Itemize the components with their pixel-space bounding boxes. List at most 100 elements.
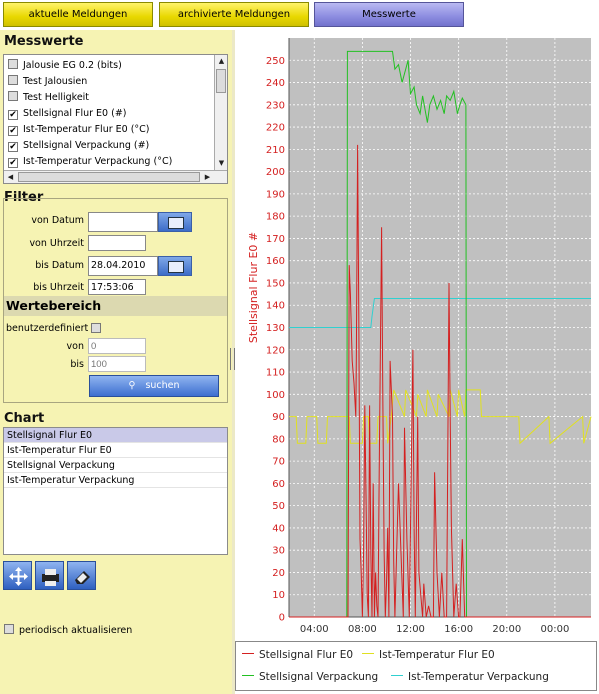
periodic-refresh-label: periodisch aktualisieren: [19, 625, 133, 636]
y-tick-label: 140: [266, 301, 285, 312]
calendar-icon: [168, 217, 184, 229]
scroll-down-arrow-icon[interactable]: ▼: [218, 159, 225, 167]
periodic-refresh-checkbox[interactable]: [4, 624, 14, 634]
y-tick-label: 10: [272, 590, 285, 601]
bis-uhrzeit-label: bis Uhrzeit: [33, 282, 84, 293]
y-tick-label: 230: [266, 100, 285, 111]
suchen-button-label: suchen: [145, 380, 180, 391]
y-tick-label: 110: [266, 368, 285, 379]
left-panel: Messwerte Jalousie EG 0.2 (bits) Test Jal…: [0, 30, 232, 694]
messwerte-item-label: Test Jalousien: [23, 76, 88, 87]
y-tick-label: 30: [272, 546, 285, 557]
filter-title: Filter: [4, 190, 44, 205]
chart-series-list-item[interactable]: Ist-Temperatur Flur E0: [4, 443, 227, 458]
messwerte-item-label: Test Helligkeit: [23, 92, 90, 103]
suchen-button[interactable]: ⚲ suchen: [89, 375, 219, 397]
benutzerdefiniert-checkbox[interactable]: [91, 323, 101, 333]
messwerte-list-item[interactable]: Jalousie EG 0.2 (bits): [8, 58, 122, 73]
scrollbar-thumb[interactable]: [18, 172, 200, 182]
tab-aktuelle-meldungen[interactable]: aktuelle Meldungen: [3, 2, 153, 27]
messwerte-item-label: Jalousie EG 0.2 (bits): [23, 60, 122, 71]
range-bis-input[interactable]: [88, 356, 146, 372]
checkbox[interactable]: [8, 75, 18, 85]
von-uhrzeit-input[interactable]: [88, 235, 146, 251]
legend-item-stellsignal-flur: Stellsignal Flur E0: [242, 649, 353, 661]
chart-series-list[interactable]: Stellsignal Flur E0 Ist-Temperatur Flur E…: [3, 427, 228, 555]
checkbox[interactable]: [8, 59, 18, 69]
y-tick-label: 160: [266, 256, 285, 267]
messwerte-title: Messwerte: [4, 34, 84, 49]
von-label: von: [66, 341, 84, 352]
messwerte-list-item[interactable]: Test Jalousien: [8, 74, 87, 89]
messwerte-list-item[interactable]: ✔ Stellsignal Verpackung (#): [8, 138, 149, 153]
checked-checkbox[interactable]: ✔: [8, 110, 18, 120]
y-tick-label: 120: [266, 345, 285, 356]
messwerte-item-label: Stellsignal Flur E0 (#): [23, 108, 127, 119]
messwerte-item-label: Stellsignal Verpackung (#): [23, 140, 150, 151]
messwerte-list-item[interactable]: Test Helligkeit: [8, 90, 89, 105]
y-tick-label: 40: [272, 523, 285, 534]
legend-swatch: [391, 675, 403, 676]
chart-legend: Stellsignal Flur E0 Ist-Temperatur Flur …: [235, 641, 597, 691]
series-line-stellsignal-verpackung: [289, 50, 591, 618]
y-tick-label: 180: [266, 212, 285, 223]
bis-uhrzeit-input[interactable]: 17:53:06: [88, 279, 146, 295]
line-chart[interactable]: 0 10 20 30 40 50 60 70 80 90 100 110 120 130 140 150 160…: [235, 30, 599, 640]
y-tick-label: 50: [272, 501, 285, 512]
checked-checkbox[interactable]: ✔: [8, 126, 18, 136]
tab-messwerte[interactable]: Messwerte: [314, 2, 464, 27]
messwerte-item-label: Ist-Temperatur Flur E0 (°C): [23, 124, 150, 135]
scroll-right-arrow-icon[interactable]: ▶: [204, 173, 211, 181]
x-tick-label: 04:00: [300, 624, 329, 635]
y-tick-label: 70: [272, 457, 285, 468]
scrollbar-thumb[interactable]: [216, 69, 226, 93]
vertical-scrollbar[interactable]: ▲ ▼: [214, 55, 227, 170]
top-tab-bar: aktuelle Meldungen archivierte Meldungen…: [0, 0, 599, 30]
von-datum-calendar-button[interactable]: [158, 212, 192, 232]
scroll-up-arrow-icon[interactable]: ▲: [218, 57, 225, 65]
clear-button[interactable]: [67, 561, 96, 590]
y-tick-label: 240: [266, 78, 285, 89]
printer-icon: [42, 569, 59, 586]
y-tick-label: 200: [266, 167, 285, 178]
messwerte-list-item[interactable]: ✔ Stellsignal Flur E0 (#): [8, 106, 127, 121]
legend-item-stellsignal-verpackung: Stellsignal Verpackung: [242, 671, 378, 683]
chart-series-list-item[interactable]: Stellsignal Verpackung: [4, 458, 227, 473]
messwerte-item-label: Ist-Temperatur Verpackung (°C): [23, 156, 173, 167]
panel-splitter[interactable]: [232, 30, 235, 694]
bis-datum-input[interactable]: 28.04.2010: [88, 256, 158, 276]
y-tick-label: 0: [279, 613, 285, 624]
series-line-ist-temperatur-flur: [289, 389, 592, 445]
pan-button[interactable]: [3, 561, 32, 590]
filter-panel: von Datum von Uhrzeit bis Datum 28.04.20…: [3, 198, 228, 403]
horizontal-scrollbar[interactable]: ◀ ▶: [4, 170, 227, 183]
messwerte-list-item[interactable]: ✔ Ist-Temperatur Flur E0 (°C): [8, 122, 150, 137]
chart-series-list-item[interactable]: Ist-Temperatur Verpackung: [4, 473, 227, 488]
chart-series-list-item[interactable]: Stellsignal Flur E0: [4, 428, 227, 443]
messwerte-list-item[interactable]: ✔ Ist-Temperatur Verpackung (°C): [8, 154, 172, 169]
checked-checkbox[interactable]: ✔: [8, 158, 18, 168]
range-von-input[interactable]: [88, 338, 146, 354]
bis-datum-calendar-button[interactable]: [158, 256, 192, 276]
x-tick-label: 12:00: [396, 624, 425, 635]
splitter-grip[interactable]: [230, 348, 235, 370]
chart-area: 0 10 20 30 40 50 60 70 80 90 100 110 120 130 140 150 160…: [235, 30, 599, 694]
move-arrows-icon: [9, 567, 28, 586]
eraser-icon: [75, 571, 90, 584]
wertebereich-title: Wertebereich: [4, 296, 227, 316]
y-tick-label: 90: [272, 412, 285, 423]
y-tick-label: 220: [266, 123, 285, 134]
bis-datum-label: bis Datum: [35, 260, 84, 271]
legend-item-ist-temperatur-verpackung: Ist-Temperatur Verpackung: [391, 671, 549, 683]
calendar-icon: [168, 261, 184, 273]
y-tick-label: 60: [272, 479, 285, 490]
von-datum-input[interactable]: [88, 212, 158, 232]
legend-item-ist-temperatur-flur: Ist-Temperatur Flur E0: [362, 649, 495, 661]
checked-checkbox[interactable]: ✔: [8, 142, 18, 152]
scroll-left-arrow-icon[interactable]: ◀: [7, 173, 14, 181]
tab-archivierte-meldungen[interactable]: archivierte Meldungen: [159, 2, 309, 27]
print-button[interactable]: [35, 561, 64, 590]
x-tick-label: 00:00: [540, 624, 569, 635]
messwerte-list[interactable]: Jalousie EG 0.2 (bits) Test Jalousien Test…: [3, 54, 228, 184]
checkbox[interactable]: [8, 91, 18, 101]
